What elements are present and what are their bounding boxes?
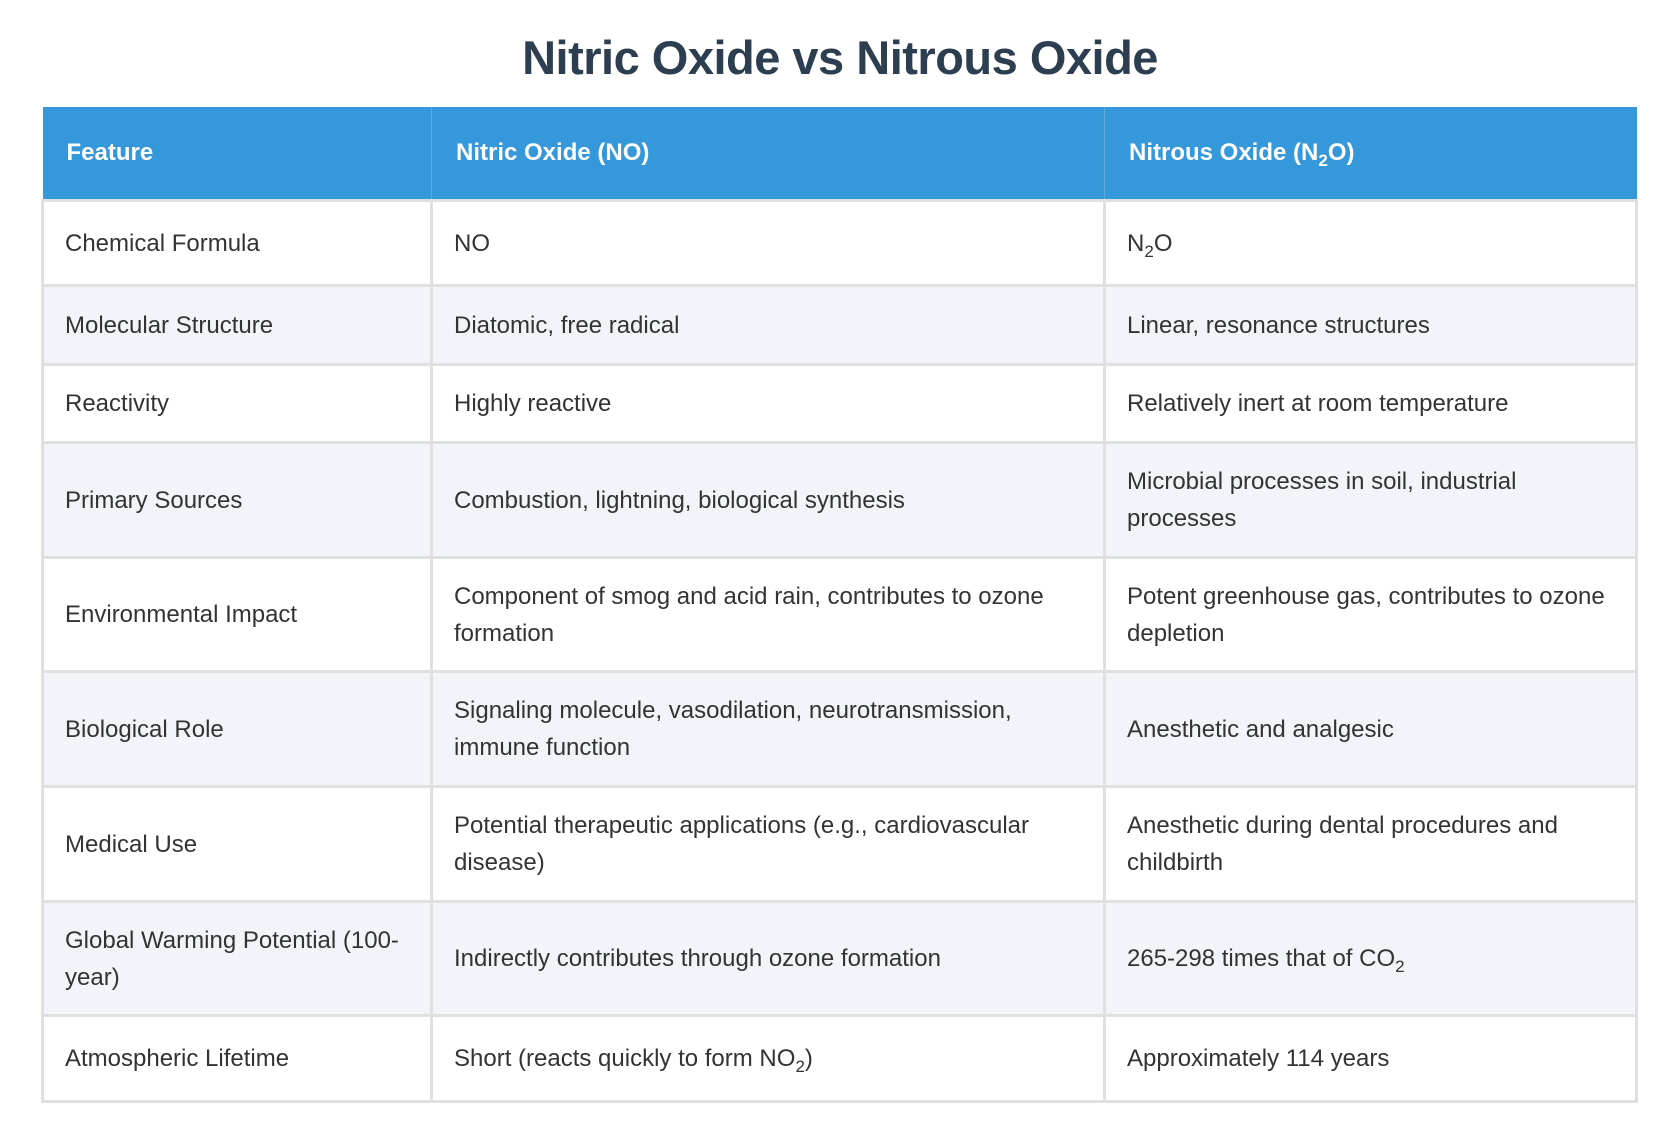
nitrous-oxide-cell: Anesthetic during dental procedures and …	[1103, 785, 1638, 903]
feature-cell: Chemical Formula	[41, 199, 433, 287]
nitric-oxide-cell: Indirectly contributes through ozone for…	[430, 900, 1106, 1017]
header-feature: Feature	[42, 107, 432, 201]
header-nitrous-oxide: Nitrous Oxide (N2O)	[1104, 107, 1637, 201]
nitrous-oxide-cell: N2O	[1103, 199, 1638, 287]
nitric-oxide-cell: Highly reactive	[430, 363, 1106, 444]
comparison-table: Feature Nitric Oxide (NO) Nitrous Oxide (N…	[41, 107, 1638, 1103]
text-part: Chemical Formula	[65, 229, 260, 257]
text-part: Atmospheric Lifetime	[65, 1045, 290, 1072]
table-row: Medical Use Potential therapeutic applica…	[41, 785, 1638, 903]
text-part: Molecular Structure	[65, 311, 274, 339]
text-part: Highly reactive	[454, 390, 612, 417]
text-part: Diatomic, free radical	[454, 311, 680, 339]
text-part: Combustion, lightning, biological synthe…	[454, 486, 905, 514]
feature-cell: Atmospheric Lifetime	[41, 1014, 433, 1103]
text-part: Primary Sources	[65, 486, 243, 514]
text-part: Biological Role	[65, 715, 224, 743]
nitrous-oxide-cell: Relatively inert at room temperature	[1103, 363, 1638, 444]
text-part: Anesthetic during dental procedures and …	[1127, 812, 1558, 876]
text-part: Global Warming Potential (100-year)	[65, 926, 399, 991]
text-part: Medical Use	[65, 830, 198, 858]
feature-cell: Medical Use	[41, 785, 433, 903]
text-part: O	[1153, 229, 1173, 257]
nitrous-oxide-cell: Anesthetic and analgesic	[1103, 670, 1638, 788]
feature-cell: Biological Role	[41, 670, 433, 788]
text-part: Nitric Oxide (NO)	[456, 139, 650, 166]
table-row: Reactivity Highly reactive Relatively iner…	[41, 363, 1638, 444]
table-row: Biological Role Signaling molecule, vasod…	[41, 670, 1638, 788]
nitrous-oxide-cell: 265-298 times that of CO2	[1103, 900, 1638, 1017]
subscript: 2	[1318, 151, 1328, 170]
text-part: Environmental Impact	[65, 601, 298, 628]
text-part: Short (reacts quickly to form NO	[454, 1045, 796, 1072]
text-part: Approximately 114 years	[1127, 1045, 1390, 1072]
header-nitric-oxide: Nitric Oxide (NO)	[431, 107, 1105, 201]
text-part: O)	[1327, 139, 1355, 166]
table-row: Primary Sources Combustion, lightning, bi…	[41, 441, 1638, 559]
text-part: Relatively inert at room temperature	[1127, 390, 1509, 417]
text-part: 265-298 times that of CO	[1127, 945, 1396, 972]
table-row: Atmospheric Lifetime Short (reacts quickl…	[41, 1014, 1638, 1103]
text-part: )	[804, 1045, 813, 1072]
text-part: Nitrous Oxide (N	[1129, 139, 1319, 166]
text-part: Potent greenhouse gas, contributes to oz…	[1127, 582, 1605, 647]
text-part: Potential therapeutic applications (e.g.…	[454, 812, 1029, 876]
nitrous-oxide-cell: Approximately 114 years	[1103, 1014, 1638, 1103]
feature-cell: Molecular Structure	[41, 284, 433, 366]
nitric-oxide-cell: Potential therapeutic applications (e.g.…	[430, 785, 1106, 903]
table-row: Chemical Formula NO N2O	[41, 199, 1638, 287]
table-row: Global Warming Potential (100-year) Indir…	[41, 900, 1638, 1017]
feature-cell: Primary Sources	[41, 441, 433, 559]
text-part: NO	[454, 229, 490, 257]
feature-cell: Global Warming Potential (100-year)	[41, 900, 433, 1017]
feature-cell: Reactivity	[41, 363, 433, 444]
nitric-oxide-cell: Component of smog and acid rain, contrib…	[430, 556, 1106, 673]
nitric-oxide-cell: Signaling molecule, vasodilation, neurot…	[430, 670, 1106, 788]
text-part: Linear, resonance structures	[1127, 311, 1430, 339]
subscript: 2	[795, 1057, 805, 1076]
subscript: 2	[1144, 241, 1154, 261]
nitric-oxide-cell: NO	[430, 199, 1106, 287]
text-part: Microbial processes in soil, industrial …	[1127, 468, 1517, 532]
nitric-oxide-cell: Short (reacts quickly to form NO2)	[430, 1014, 1106, 1103]
text-part: Signaling molecule, vasodilation, neurot…	[454, 697, 1012, 761]
nitrous-oxide-cell: Linear, resonance structures	[1103, 284, 1638, 366]
feature-cell: Environmental Impact	[41, 556, 433, 673]
text-part: Reactivity	[65, 390, 170, 417]
page-title: Nitric Oxide vs Nitrous Oxide	[522, 31, 1158, 84]
subscript: 2	[1395, 957, 1405, 976]
table-row: Molecular Structure Diatomic, free radica…	[41, 284, 1638, 366]
table-row: Environmental Impact Component of smog an…	[41, 556, 1638, 673]
nitric-oxide-cell: Diatomic, free radical	[430, 284, 1106, 366]
text-part: N	[1127, 229, 1145, 257]
text-part: Feature	[66, 139, 154, 166]
nitric-oxide-cell: Combustion, lightning, biological synthe…	[430, 441, 1106, 559]
nitrous-oxide-cell: Potent greenhouse gas, contributes to oz…	[1103, 556, 1638, 673]
nitrous-oxide-cell: Microbial processes in soil, industrial …	[1103, 441, 1638, 559]
text-part: Component of smog and acid rain, contrib…	[454, 582, 1044, 647]
text-part: Anesthetic and analgesic	[1127, 715, 1394, 743]
header-row: Feature Nitric Oxide (NO) Nitrous Oxide (N…	[42, 107, 1637, 201]
text-part: Indirectly contributes through ozone for…	[454, 945, 941, 972]
